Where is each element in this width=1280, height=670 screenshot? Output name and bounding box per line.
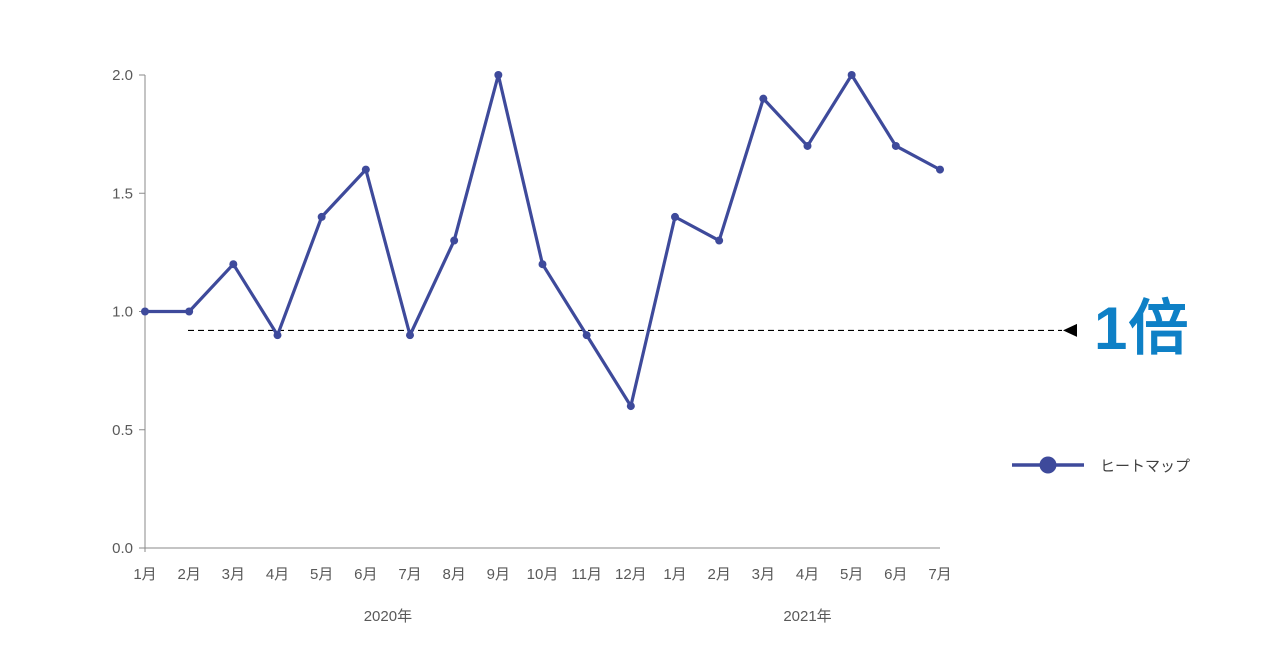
x-tick-label: 3月 bbox=[752, 566, 775, 583]
y-tick-label: 0.0 bbox=[112, 540, 133, 557]
data-point bbox=[494, 71, 503, 79]
data-point bbox=[273, 331, 282, 340]
series-line bbox=[143, 73, 942, 408]
x-tick-label: 12月 bbox=[615, 566, 647, 583]
y-tick-label: 1.0 bbox=[112, 304, 133, 321]
legend: ヒートマップ bbox=[1010, 453, 1190, 477]
data-point bbox=[715, 236, 724, 245]
data-point bbox=[626, 402, 635, 411]
x-tick-label: 1月 bbox=[663, 566, 686, 583]
x-tick-label: 1月 bbox=[133, 566, 156, 583]
y-tick-label: 1.5 bbox=[112, 185, 133, 202]
year-label: 2020年 bbox=[364, 608, 412, 625]
data-point bbox=[671, 212, 679, 221]
data-point bbox=[406, 331, 414, 340]
data-point bbox=[891, 141, 900, 150]
data-point bbox=[141, 307, 149, 316]
data-point bbox=[803, 141, 812, 150]
x-tick-label: 7月 bbox=[928, 566, 951, 583]
x-tick-label: 6月 bbox=[884, 566, 907, 583]
x-tick-label: 2月 bbox=[177, 566, 200, 583]
x-tick-label: 2月 bbox=[707, 566, 730, 583]
data-point bbox=[361, 165, 370, 174]
data-point bbox=[450, 236, 459, 245]
data-point bbox=[759, 94, 768, 103]
year-label: 2021年 bbox=[783, 608, 831, 625]
legend-series-label: ヒートマップ bbox=[1100, 457, 1191, 475]
x-tick-label: 9月 bbox=[487, 566, 510, 583]
data-point bbox=[582, 331, 591, 340]
legend-dot bbox=[1039, 456, 1057, 474]
data-point bbox=[317, 212, 326, 221]
data-point bbox=[847, 71, 856, 79]
x-tick-label: 7月 bbox=[398, 566, 421, 583]
y-tick-label: 0.5 bbox=[112, 422, 133, 439]
x-tick-label: 8月 bbox=[442, 566, 465, 583]
x-tick-label: 4月 bbox=[796, 566, 819, 583]
legend-key-icon bbox=[1012, 456, 1084, 474]
annotation-1x-label: 1倍 bbox=[1094, 295, 1190, 362]
x-tick-label: 3月 bbox=[222, 566, 245, 583]
y-tick-label: 2.0 bbox=[112, 67, 133, 84]
x-tick-label: 4月 bbox=[266, 566, 289, 583]
x-tick-label: 10月 bbox=[527, 566, 559, 583]
data-point bbox=[538, 260, 547, 269]
data-point bbox=[936, 165, 944, 174]
data-point bbox=[185, 307, 194, 316]
x-tick-label: 6月 bbox=[354, 566, 377, 583]
x-tick-label: 5月 bbox=[840, 566, 863, 583]
x-tick-label: 11月 bbox=[571, 566, 602, 583]
data-point bbox=[229, 260, 238, 269]
x-tick-label: 5月 bbox=[310, 566, 333, 583]
arrowhead-left-icon bbox=[1063, 323, 1077, 337]
